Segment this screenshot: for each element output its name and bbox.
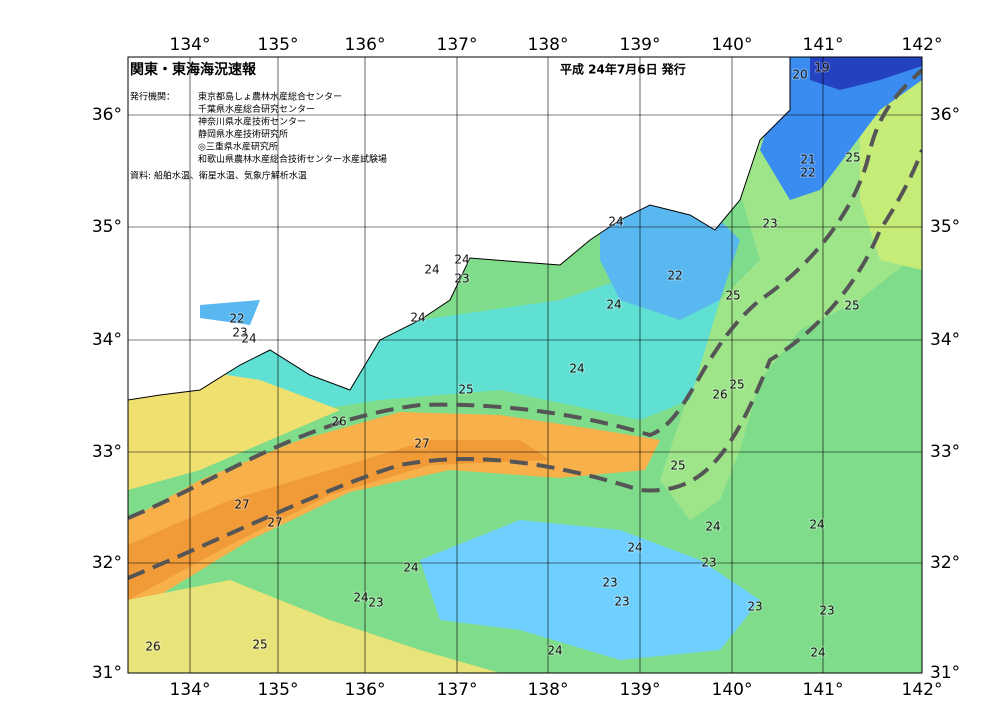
lon-label-bottom: 135° — [258, 680, 299, 700]
contour-label: 25 — [845, 151, 860, 165]
contour-label: 24 — [705, 520, 720, 534]
lon-label-top: 140° — [712, 35, 753, 55]
issuer: 千葉県水産総合研究センター — [198, 103, 315, 115]
issuer: 東京都島しょ農林水産総合センター — [198, 91, 342, 103]
lat-label-left: 32° — [92, 553, 122, 573]
cold-core — [810, 57, 922, 90]
blue-patch — [600, 200, 740, 320]
grid — [128, 57, 922, 673]
contour-label: 23 — [614, 595, 629, 609]
contour-label: 23 — [762, 217, 777, 231]
issuer: 神奈川県水産技術センター — [198, 116, 306, 128]
contour-label: 25 — [725, 289, 740, 303]
lon-label-top: 136° — [345, 35, 386, 55]
lat-label-left: 31° — [92, 663, 122, 683]
contour-label: 24 — [606, 298, 621, 312]
contour-label: 24 — [403, 561, 418, 575]
date: 平成 24年7月6日 発行 — [560, 62, 686, 77]
contour-label: 25 — [670, 459, 685, 473]
contour-label: 25 — [844, 299, 859, 313]
contour-label: 25 — [729, 378, 744, 392]
contour-label: 19 — [814, 61, 829, 75]
contour-label: 24 — [810, 646, 825, 660]
contour-label: 23 — [454, 272, 469, 286]
lon-label-bottom: 134° — [170, 680, 211, 700]
contour-label: 21 — [800, 153, 815, 167]
contour-label: 24 — [410, 311, 425, 325]
lat-label-right: 36° — [930, 105, 960, 125]
lon-label-bottom: 138° — [528, 680, 569, 700]
contour-label: 24 — [608, 215, 623, 229]
frame — [127, 56, 923, 674]
issuers-label: 発行機関： — [130, 91, 175, 103]
source: 資料: 船舶水温、衛星水温、気象庁解析水温 — [130, 170, 307, 182]
contour-label: 27 — [234, 498, 249, 512]
map-area — [128, 57, 922, 673]
lon-label-bottom: 140° — [712, 680, 753, 700]
contour-label: 20 — [792, 68, 807, 82]
contour-label: 23 — [602, 576, 617, 590]
lat-label-right: 34° — [930, 330, 960, 350]
lon-label-bottom: 136° — [345, 680, 386, 700]
contour-label: 25 — [252, 638, 267, 652]
lon-label-top: 141° — [803, 35, 844, 55]
contour-label: 24 — [627, 541, 642, 555]
lat-label-left: 35° — [92, 217, 122, 237]
contour-label: 23 — [232, 326, 247, 340]
lon-label-top: 139° — [620, 35, 661, 55]
contour-label: 24 — [353, 591, 368, 605]
cold-area — [760, 57, 922, 200]
issuer: ◎三重県水産研究所 — [198, 141, 278, 153]
contour-label: 27 — [267, 516, 282, 530]
bay — [200, 300, 260, 325]
lon-label-bottom: 137° — [437, 680, 478, 700]
contour-label: 24 — [547, 644, 562, 658]
lon-label-bottom: 139° — [620, 680, 661, 700]
contour-label: 23 — [701, 556, 716, 570]
lat-label-left: 34° — [92, 330, 122, 350]
contour-label: 24 — [424, 263, 439, 277]
lat-label-right: 31° — [930, 663, 960, 683]
lon-label-top: 138° — [528, 35, 569, 55]
contour-label: 24 — [241, 332, 256, 346]
lon-label-top: 135° — [258, 35, 299, 55]
lat-label-left: 33° — [92, 442, 122, 462]
lat-label-right: 32° — [930, 553, 960, 573]
contour-label: 22 — [800, 166, 815, 180]
contour-label: 23 — [747, 600, 762, 614]
issuer: 和歌山県農林水産総合技術センター水産試験場 — [198, 153, 387, 165]
contour-label: 23 — [368, 596, 383, 610]
kuroshio-core — [128, 440, 550, 600]
lon-label-bottom: 141° — [803, 680, 844, 700]
lat-label-left: 36° — [92, 105, 122, 125]
land — [128, 57, 791, 401]
contour-label: 27 — [414, 437, 429, 451]
blue-south — [420, 520, 760, 660]
lat-label-right: 33° — [930, 442, 960, 462]
contour-label: 22 — [229, 312, 244, 326]
issuer: 静岡県水産技術研究所 — [198, 128, 288, 140]
contour-label: 26 — [331, 415, 346, 429]
lon-label-top: 137° — [437, 35, 478, 55]
lon-label-top: 142° — [902, 35, 943, 55]
current-axis — [128, 68, 922, 580]
contour-label: 22 — [667, 269, 682, 283]
yellow-south — [128, 580, 500, 673]
lon-label-bottom: 142° — [902, 680, 943, 700]
contour-label: 26 — [145, 640, 160, 654]
contour-label: 24 — [809, 518, 824, 532]
lat-label-right: 35° — [930, 217, 960, 237]
contour-label: 25 — [458, 383, 473, 397]
title: 関東・東海海況速報 — [130, 61, 257, 78]
contour-label: 23 — [819, 604, 834, 618]
lon-label-top: 134° — [170, 35, 211, 55]
contour-label: 24 — [454, 253, 469, 267]
warm-green — [660, 57, 922, 520]
contour-label: 24 — [569, 362, 584, 376]
contour-label: 26 — [712, 388, 727, 402]
